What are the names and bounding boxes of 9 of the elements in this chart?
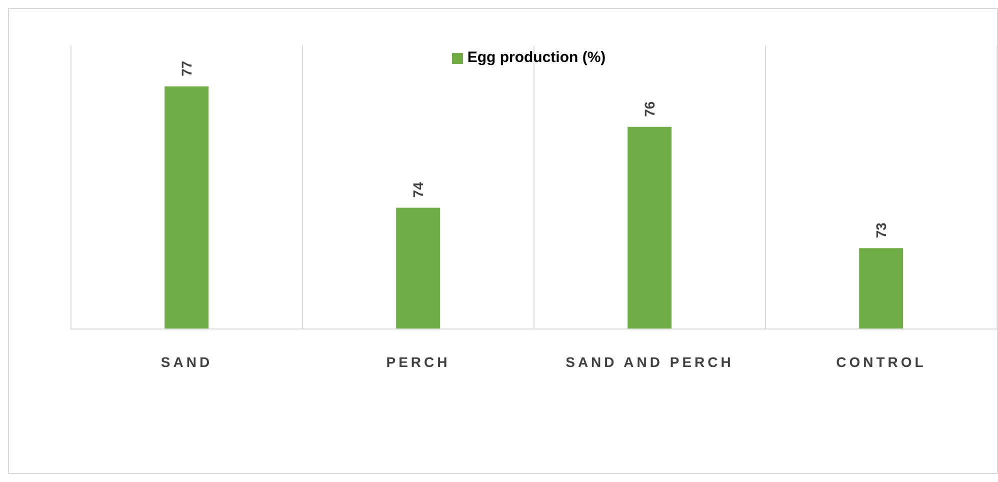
data-label: 77	[178, 60, 195, 76]
data-label: 73	[873, 222, 890, 238]
x-tick-label: PERCH	[386, 354, 450, 370]
data-label: 76	[642, 101, 658, 117]
data-label: 74	[410, 182, 426, 198]
x-tick-label: SAND	[160, 354, 213, 370]
x-tick-label: SAND AND PERCH	[566, 354, 734, 370]
legend-label: Egg production (%)	[467, 49, 606, 66]
x-tick-label: CONTROL	[836, 354, 926, 370]
